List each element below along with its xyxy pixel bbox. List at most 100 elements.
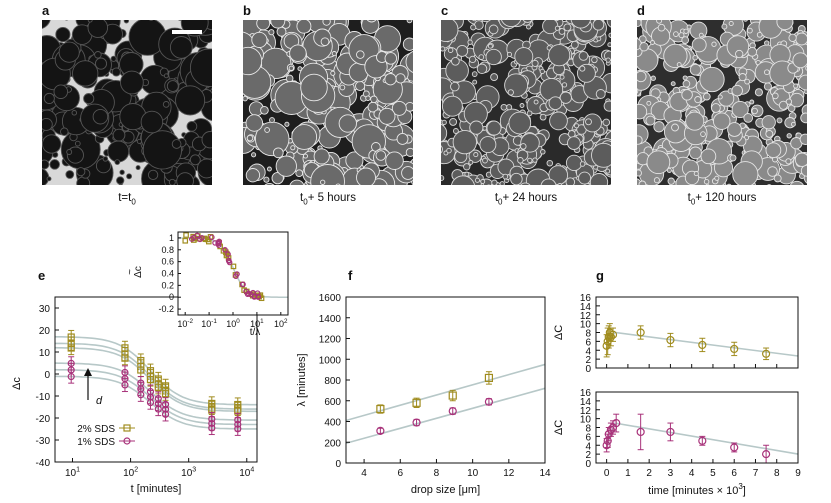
droplet — [786, 133, 792, 139]
data-point-e — [208, 424, 216, 432]
droplet — [689, 63, 702, 76]
droplet — [671, 123, 679, 132]
droplet — [557, 183, 563, 185]
data-point-f — [484, 397, 494, 406]
droplet — [451, 175, 475, 185]
droplet — [549, 111, 568, 131]
ytick-label-f: 0 — [335, 459, 341, 470]
droplet — [450, 81, 460, 92]
droplet — [589, 173, 609, 185]
droplet — [603, 100, 611, 112]
ytick-label-g: 12 — [580, 311, 592, 322]
droplet — [531, 59, 539, 67]
droplet — [256, 20, 271, 31]
caption-d-t: t — [687, 192, 691, 204]
ytick-label-f: 200 — [324, 438, 341, 449]
droplet — [263, 176, 270, 183]
panel-letter-e: e — [38, 268, 46, 283]
ytick-label-g: 10 — [580, 320, 592, 331]
xtick-label-g: 9 — [795, 468, 801, 479]
droplet — [514, 47, 534, 67]
ytick-label-f: 400 — [324, 418, 341, 429]
droplet — [441, 95, 463, 117]
droplet — [490, 73, 499, 82]
droplet — [510, 172, 523, 185]
droplet — [764, 69, 770, 76]
droplet — [402, 37, 413, 51]
ytick-label-f: 1600 — [319, 293, 342, 304]
droplet — [743, 20, 748, 22]
xtick-label-e: 103 — [181, 467, 196, 480]
droplet — [526, 24, 532, 30]
droplet — [441, 175, 445, 182]
inset-point-e — [215, 242, 222, 248]
inset-ytick-label-e: 0.8 — [161, 245, 174, 255]
ytick-label-g: 14 — [580, 302, 592, 313]
inset-point-e — [233, 273, 239, 280]
micrograph-c — [441, 20, 611, 185]
droplet — [591, 142, 611, 168]
droplet — [43, 92, 55, 104]
droplet — [717, 94, 723, 100]
droplet — [607, 42, 611, 48]
droplet — [692, 54, 698, 61]
droplet — [637, 87, 639, 94]
legend-label-e: 1% SDS — [77, 437, 115, 448]
droplet — [320, 179, 326, 185]
droplet — [744, 78, 750, 85]
droplet — [502, 173, 509, 180]
droplet — [788, 33, 797, 42]
legend-marker-e — [123, 424, 131, 432]
droplet — [272, 147, 284, 159]
caption-a-text: t=t — [118, 192, 132, 204]
droplet — [608, 32, 611, 38]
droplet — [201, 131, 212, 149]
droplet — [574, 123, 580, 129]
droplet — [670, 81, 676, 87]
droplet — [140, 110, 164, 134]
caption-b-text: + 5 hours — [307, 192, 356, 204]
droplet — [169, 36, 193, 59]
droplet — [147, 169, 159, 181]
droplet — [656, 20, 663, 24]
inset-xtick-label-e: 102 — [274, 318, 288, 329]
data-point-g — [612, 418, 621, 428]
data-point-e — [121, 381, 129, 389]
data-point-f — [484, 373, 494, 383]
droplet — [313, 148, 330, 165]
droplet — [738, 73, 747, 82]
fit-curve-e — [54, 346, 257, 413]
droplet — [592, 20, 605, 31]
droplet — [447, 47, 454, 53]
droplet — [441, 119, 447, 126]
xtick-label-g: 0 — [604, 468, 610, 479]
droplet — [94, 51, 102, 59]
droplet — [653, 177, 660, 184]
droplet — [243, 46, 263, 76]
droplet — [678, 32, 685, 39]
inset-ytick-label-e: 0 — [169, 292, 174, 302]
droplet — [102, 156, 109, 162]
droplet — [171, 139, 182, 149]
droplet — [361, 20, 380, 34]
inset-xlabel-e: t/λ — [250, 327, 261, 338]
droplet — [699, 66, 725, 93]
droplet — [789, 180, 804, 185]
droplet — [370, 95, 378, 104]
droplet — [168, 178, 176, 185]
ytick-label-g: 16 — [580, 388, 592, 399]
droplet — [570, 40, 579, 49]
droplet — [711, 41, 717, 47]
droplet — [480, 179, 486, 184]
droplet — [58, 41, 80, 63]
ytick-label-e: -20 — [36, 414, 51, 425]
droplet — [567, 136, 581, 150]
panel-letter-b: b — [243, 3, 251, 18]
droplet — [501, 20, 522, 28]
droplet — [288, 65, 294, 71]
data-point-e — [146, 375, 155, 384]
droplet — [673, 31, 679, 37]
droplet — [251, 152, 257, 158]
ytick-label-f: 1400 — [319, 314, 342, 325]
